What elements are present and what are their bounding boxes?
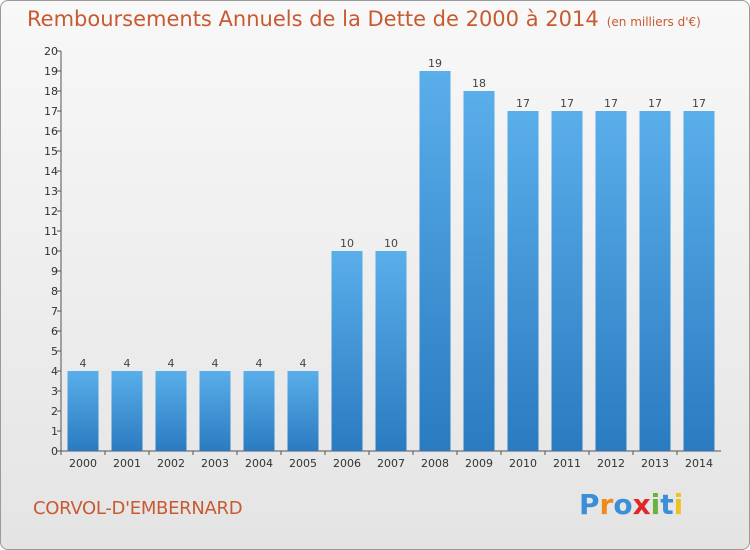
y-tick-label: 9 (51, 265, 58, 278)
logo-letter: P (579, 488, 600, 521)
chart-title-unit: (en milliers d'€) (606, 15, 701, 29)
x-tick-label: 2009 (465, 457, 493, 470)
x-tick-label: 2003 (201, 457, 229, 470)
x-tick-label: 2010 (509, 457, 537, 470)
bar-2009 (463, 91, 495, 451)
chart-title: Remboursements Annuels de la Dette de 20… (27, 7, 701, 31)
x-tick-label: 2000 (69, 457, 97, 470)
bar-2002 (155, 371, 187, 451)
logo-letter: o (613, 488, 633, 521)
bar-2008 (419, 71, 451, 451)
chart-labels: 2000 4 2001 4 2002 4 2003 4 2004 4 2005 4 2006 10 2007… (69, 57, 713, 470)
logo-letter: i (673, 488, 684, 521)
chart-bars (67, 71, 715, 451)
bar-2004 (243, 371, 275, 451)
bar-2003 (199, 371, 231, 451)
logo-letter: t (660, 488, 674, 521)
y-tick-label: 4 (51, 365, 58, 378)
commune-name: CORVOL-D'EMBERNARD (33, 498, 243, 519)
y-tick-label: 5 (51, 345, 58, 358)
x-tick-label: 2005 (289, 457, 317, 470)
bar-value-label: 4 (300, 357, 307, 370)
y-tick-label: 19 (44, 65, 58, 78)
bar-value-label: 17 (648, 97, 662, 110)
y-tick-label: 8 (51, 285, 58, 298)
proxiti-logo[interactable]: Proxiti (579, 488, 683, 521)
bar-value-label: 17 (560, 97, 574, 110)
bar-2000 (67, 371, 99, 451)
bar-value-label: 10 (384, 237, 398, 250)
y-tick-label: 13 (44, 185, 58, 198)
x-tick-label: 2012 (597, 457, 625, 470)
x-tick-label: 2013 (641, 457, 669, 470)
bar-2005 (287, 371, 319, 451)
bar-value-label: 19 (428, 57, 442, 70)
logo-letter: i (650, 488, 661, 521)
bar-value-label: 4 (256, 357, 263, 370)
chart-title-text: Remboursements Annuels de la Dette de 20… (27, 7, 599, 31)
x-tick-label: 2007 (377, 457, 405, 470)
y-tick-label: 17 (44, 105, 58, 118)
x-tick-label: 2004 (245, 457, 273, 470)
y-tick-label: 20 (44, 45, 58, 58)
y-tick-label: 6 (51, 325, 58, 338)
bar-value-label: 4 (168, 357, 175, 370)
bar-2001 (111, 371, 143, 451)
bar-2007 (375, 251, 407, 451)
y-tick-label: 11 (44, 225, 58, 238)
y-tick-label: 15 (44, 145, 58, 158)
x-tick-label: 2006 (333, 457, 361, 470)
x-tick-label: 2008 (421, 457, 449, 470)
x-tick-label: 2011 (553, 457, 581, 470)
bar-value-label: 4 (124, 357, 131, 370)
y-tick-label: 7 (51, 305, 58, 318)
x-tick-label: 2014 (685, 457, 713, 470)
y-tick-label: 3 (51, 385, 58, 398)
x-tick-label: 2001 (113, 457, 141, 470)
bar-2014 (683, 111, 715, 451)
bar-value-label: 10 (340, 237, 354, 250)
y-tick-label: 1 (51, 425, 58, 438)
bar-2011 (551, 111, 583, 451)
bar-value-label: 17 (516, 97, 530, 110)
x-tick-label: 2002 (157, 457, 185, 470)
logo-letter: x (632, 488, 651, 521)
y-tick-label: 16 (44, 125, 58, 138)
y-tick-label: 10 (44, 245, 58, 258)
y-tick-label: 0 (51, 445, 58, 458)
bar-2010 (507, 111, 539, 451)
bar-value-label: 17 (692, 97, 706, 110)
bar-value-label: 4 (212, 357, 219, 370)
bar-2012 (595, 111, 627, 451)
bar-value-label: 18 (472, 77, 486, 90)
y-tick-label: 18 (44, 85, 58, 98)
bar-value-label: 17 (604, 97, 618, 110)
bar-2013 (639, 111, 671, 451)
bar-value-label: 4 (80, 357, 87, 370)
logo-letter: r (599, 488, 614, 521)
y-tick-label: 12 (44, 205, 58, 218)
y-tick-label: 14 (44, 165, 58, 178)
bar-2006 (331, 251, 363, 451)
y-tick-label: 2 (51, 405, 58, 418)
